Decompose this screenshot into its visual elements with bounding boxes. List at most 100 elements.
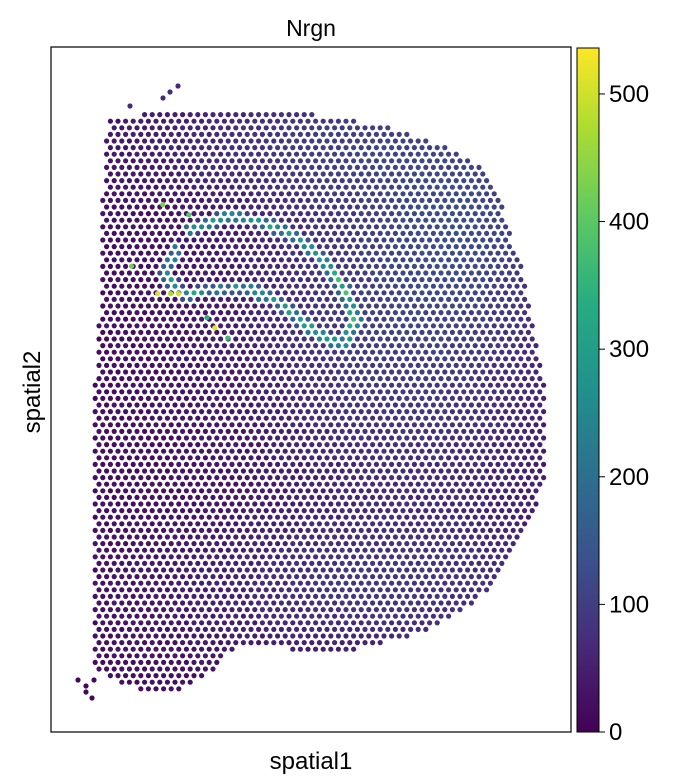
spot: [313, 382, 319, 388]
spot: [434, 369, 440, 375]
spot: [199, 541, 205, 547]
spot: [316, 560, 322, 567]
spot: [229, 409, 235, 415]
spot: [297, 461, 303, 467]
spot: [115, 329, 121, 335]
spot: [465, 237, 471, 243]
spot: [305, 237, 311, 243]
spot: [210, 626, 216, 633]
spot: [92, 580, 98, 586]
spot: [259, 356, 265, 362]
spot: [343, 171, 349, 177]
spot: [278, 481, 284, 487]
spot: [423, 164, 429, 170]
spot: [525, 514, 532, 520]
spot: [377, 389, 383, 395]
spot: [96, 349, 102, 355]
spot: [392, 574, 398, 580]
spot: [138, 448, 144, 454]
spot: [119, 191, 125, 197]
spot: [400, 587, 406, 593]
spot: [187, 560, 193, 567]
spot: [301, 283, 307, 289]
spot: [214, 646, 220, 652]
spot: [537, 468, 543, 474]
spot: [202, 560, 208, 567]
spot: [214, 250, 220, 256]
spot: [206, 197, 212, 203]
spot: [320, 171, 326, 177]
spot: [210, 270, 216, 276]
spot: [373, 580, 379, 586]
spot: [381, 514, 387, 520]
spot: [282, 224, 288, 230]
spot: [419, 435, 425, 441]
spot: [514, 415, 520, 421]
spot: [499, 508, 505, 514]
spot: [157, 217, 163, 223]
spot: [225, 217, 231, 223]
spot: [351, 145, 357, 151]
spot: [187, 296, 193, 302]
spot: [225, 178, 231, 184]
spot: [453, 230, 459, 236]
spot: [381, 290, 387, 296]
spot: [309, 428, 315, 434]
spot: [419, 488, 425, 494]
spot: [468, 164, 474, 170]
spot: [130, 343, 136, 349]
spot: [256, 112, 262, 118]
spot: [191, 580, 197, 586]
spot: [427, 527, 433, 534]
spot: [396, 158, 402, 164]
spot: [366, 461, 372, 467]
spot: [377, 191, 383, 197]
spot: [214, 488, 220, 494]
spot: [484, 415, 490, 421]
spot: [100, 514, 106, 520]
spot: [218, 125, 224, 131]
spot: [104, 336, 110, 342]
spot: [503, 448, 509, 454]
spot: [480, 303, 486, 309]
spot: [309, 204, 315, 210]
spot: [161, 303, 167, 309]
spot: [480, 290, 486, 296]
spot: [176, 514, 182, 520]
spot: [275, 475, 281, 481]
spot: [259, 541, 265, 547]
spot: [286, 204, 292, 210]
spot: [449, 277, 455, 283]
spot: [172, 336, 178, 342]
spot: [237, 250, 243, 256]
spot: [278, 626, 284, 633]
spot: [176, 501, 182, 507]
spot: [233, 587, 239, 593]
spot: [351, 277, 357, 283]
spot: [453, 178, 459, 184]
spot: [240, 230, 246, 236]
spot: [404, 593, 410, 600]
spot: [294, 481, 300, 487]
spot: [218, 191, 224, 197]
spot: [468, 468, 474, 474]
spot: [400, 402, 406, 408]
spot: [404, 435, 410, 441]
spot: [503, 461, 509, 467]
spot: [503, 263, 509, 269]
spot: [419, 395, 425, 401]
spot: [316, 283, 322, 289]
spot: [324, 600, 330, 606]
spot: [449, 158, 455, 164]
spot: [415, 455, 421, 461]
spot: [221, 329, 227, 335]
spot: [275, 567, 281, 573]
spot: [362, 310, 368, 316]
spot: [411, 343, 417, 349]
spot: [377, 613, 383, 619]
spot: [423, 230, 429, 236]
spot: [195, 336, 201, 342]
spot: [176, 659, 182, 666]
spot: [119, 653, 125, 659]
spot: [499, 534, 505, 540]
